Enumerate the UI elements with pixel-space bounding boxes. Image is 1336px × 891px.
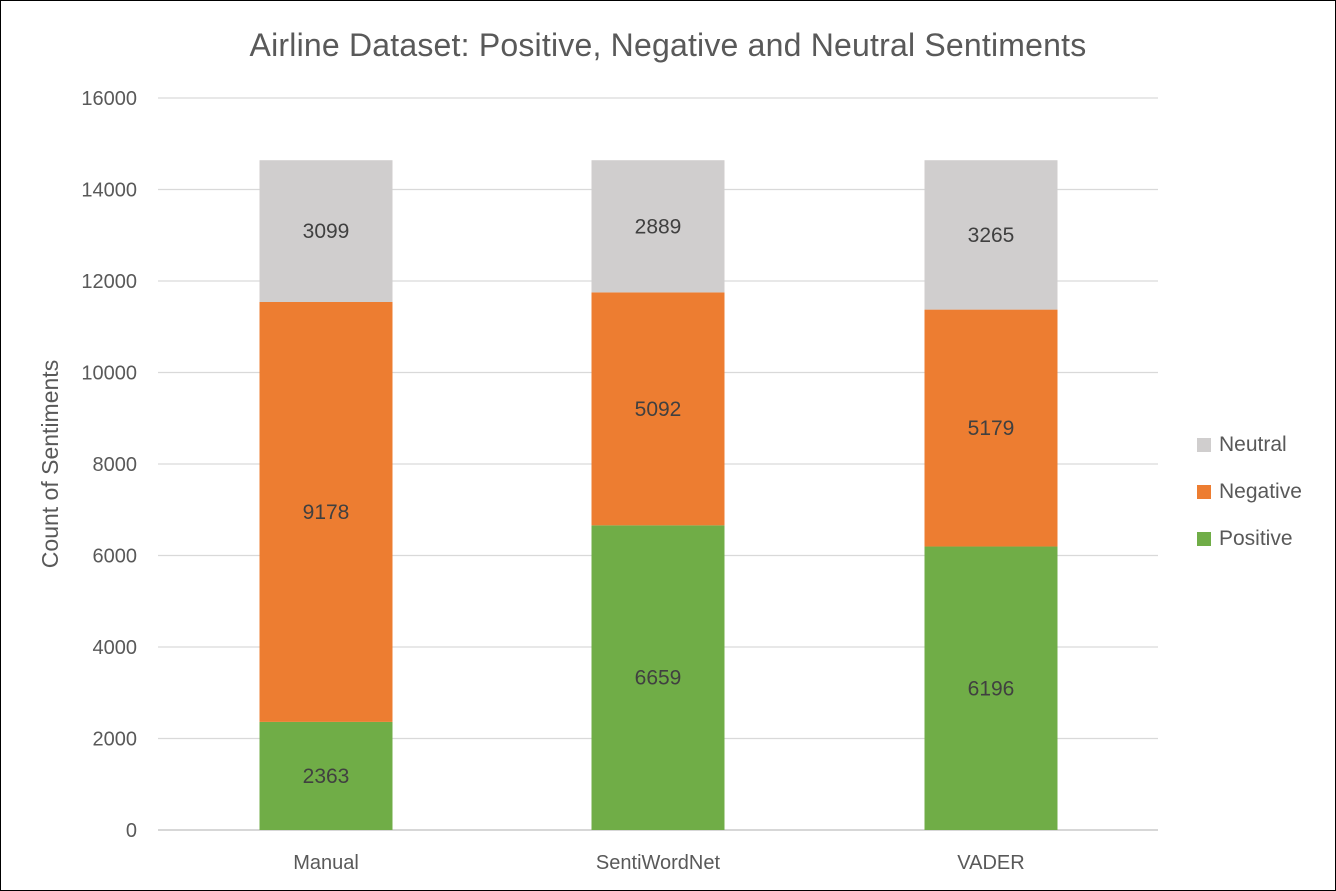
bar-stacks [259,160,1058,830]
legend-item-positive: Positive [1197,515,1327,562]
data-label-positive: 6196 [968,677,1015,700]
bar-negative-sentiwordnet [591,292,725,526]
y-tick-label: 16000 [81,88,137,110]
y-tick-label: 4000 [93,637,138,659]
legend-label: Neutral [1219,432,1287,456]
y-tick-label: 12000 [81,271,137,293]
data-label-negative: 5092 [635,398,682,421]
y-axis-title: Count of Sentiments [37,360,63,568]
data-label-negative: 9178 [303,501,350,524]
legend-label: Negative [1219,479,1302,503]
data-label-neutral: 3099 [303,220,350,243]
data-labels: 2363 9178 3099 6659 5092 2889 6196 5179 3265 [303,215,1015,788]
legend-item-negative: Negative [1197,468,1327,515]
data-label-neutral: 3265 [968,224,1015,247]
legend-swatch [1197,437,1211,452]
y-axis-ticks: 0 2000 4000 6000 8000 10000 12000 14000 16000 [81,88,137,842]
y-tick-label: 14000 [81,180,137,202]
bar-negative-manual [259,301,393,722]
legend-label: Positive [1219,526,1293,550]
bar-positive-manual [259,721,393,830]
data-label-positive: 2363 [303,765,350,788]
y-tick-label: 0 [126,820,137,842]
x-axis-categories: Manual SentiWordNet VADER [293,852,1025,874]
legend-item-neutral: Neutral [1197,421,1327,468]
bar-neutral-manual [259,160,393,302]
y-tick-label: 6000 [93,546,138,568]
data-label-neutral: 2889 [635,215,682,238]
y-tick-label: 10000 [81,363,137,385]
chart-title: Airline Dataset: Positive, Negative and … [249,27,1087,63]
x-category-label: VADER [957,852,1024,874]
x-category-label: SentiWordNet [596,852,721,874]
bar-positive-sentiwordnet [591,525,725,830]
bar-negative-vader [924,309,1058,547]
legend-swatch [1197,484,1211,499]
bar-neutral-vader [924,160,1058,310]
x-category-label: Manual [293,852,359,874]
y-tick-label: 2000 [93,729,138,751]
data-label-negative: 5179 [968,417,1015,440]
legend-swatch [1197,531,1211,546]
legend: Neutral Negative Positive [1197,421,1327,562]
data-label-positive: 6659 [635,667,682,690]
y-tick-label: 8000 [93,454,138,476]
bar-neutral-sentiwordnet [591,160,725,293]
bar-positive-vader [924,546,1058,830]
